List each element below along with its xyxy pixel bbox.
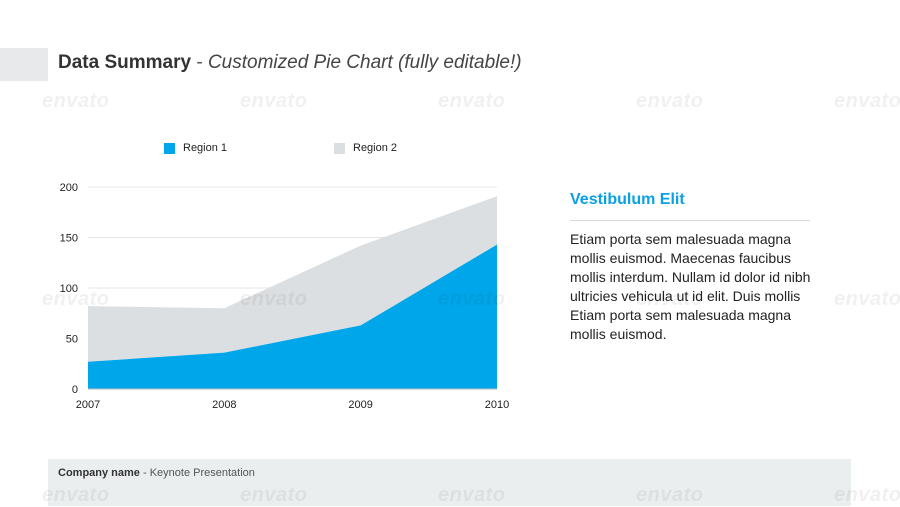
legend-item-region-1: Region 1: [164, 142, 227, 154]
envato-watermark: envato: [636, 90, 704, 112]
x-tick-label: 2010: [485, 399, 509, 411]
envato-watermark: envato: [834, 90, 900, 112]
envato-watermark: envato: [240, 90, 308, 112]
envato-watermark: envato: [438, 288, 506, 310]
y-tick-label: 150: [60, 233, 78, 245]
x-axis-ticks: 2007 2008 2009 2010: [76, 399, 509, 411]
x-tick-label: 2008: [212, 399, 236, 411]
header-accent-tab: [0, 48, 48, 81]
title-main: Data Summary: [58, 52, 192, 73]
envato-watermark: envato: [834, 288, 900, 310]
legend-item-region-2: Region 2: [334, 142, 397, 154]
envato-watermark: envato: [636, 484, 704, 506]
envato-watermark: envato: [834, 484, 900, 506]
x-tick-label: 2009: [348, 399, 372, 411]
y-tick-label: 50: [66, 334, 78, 346]
footer-presentation: Keynote Presentation: [149, 467, 255, 479]
envato-watermark: envato: [42, 288, 110, 310]
envato-watermark: envato: [438, 90, 506, 112]
panel-divider: [570, 220, 810, 221]
y-tick-label: 0: [72, 384, 78, 396]
legend-label-region-2: Region 2: [353, 142, 398, 154]
y-tick-label: 200: [60, 182, 78, 194]
y-axis-ticks: 0 50 100 150 200: [60, 182, 78, 396]
panel-body-text: Etiam porta sem malesuada magna mollis e…: [570, 231, 811, 342]
envato-watermark: envato: [240, 288, 308, 310]
envato-watermark: envato: [42, 484, 110, 506]
footer-company: Company name: [58, 467, 140, 479]
area-chart: 0 50 100 150 200 2007 2008 2009 2010: [60, 182, 510, 411]
footer-text: Company name - Keynote Presentation: [58, 467, 255, 479]
envato-watermark: envato: [636, 288, 704, 310]
title-separator: -: [191, 52, 208, 73]
envato-watermark: envato: [438, 484, 506, 506]
footer-bar: Company name - Keynote Presentation: [48, 459, 851, 506]
footer-separator: -: [139, 467, 150, 479]
legend-label-region-1: Region 1: [183, 142, 228, 154]
area-region-1: [88, 244, 497, 389]
area-region-2: [88, 196, 497, 362]
envato-watermark: envato: [240, 484, 308, 506]
title-subtitle: Customized Pie Chart (fully editable!): [207, 52, 522, 73]
envato-watermark: envato: [42, 90, 110, 112]
x-tick-label: 2007: [76, 399, 100, 411]
legend-swatch-region-2: [334, 142, 345, 154]
legend-swatch-region-1: [164, 142, 175, 154]
panel-title: Vestibulum Elit: [570, 191, 685, 208]
page-title: Data Summary - Customized Pie Chart (ful…: [58, 52, 522, 74]
y-tick-label: 100: [60, 283, 78, 295]
